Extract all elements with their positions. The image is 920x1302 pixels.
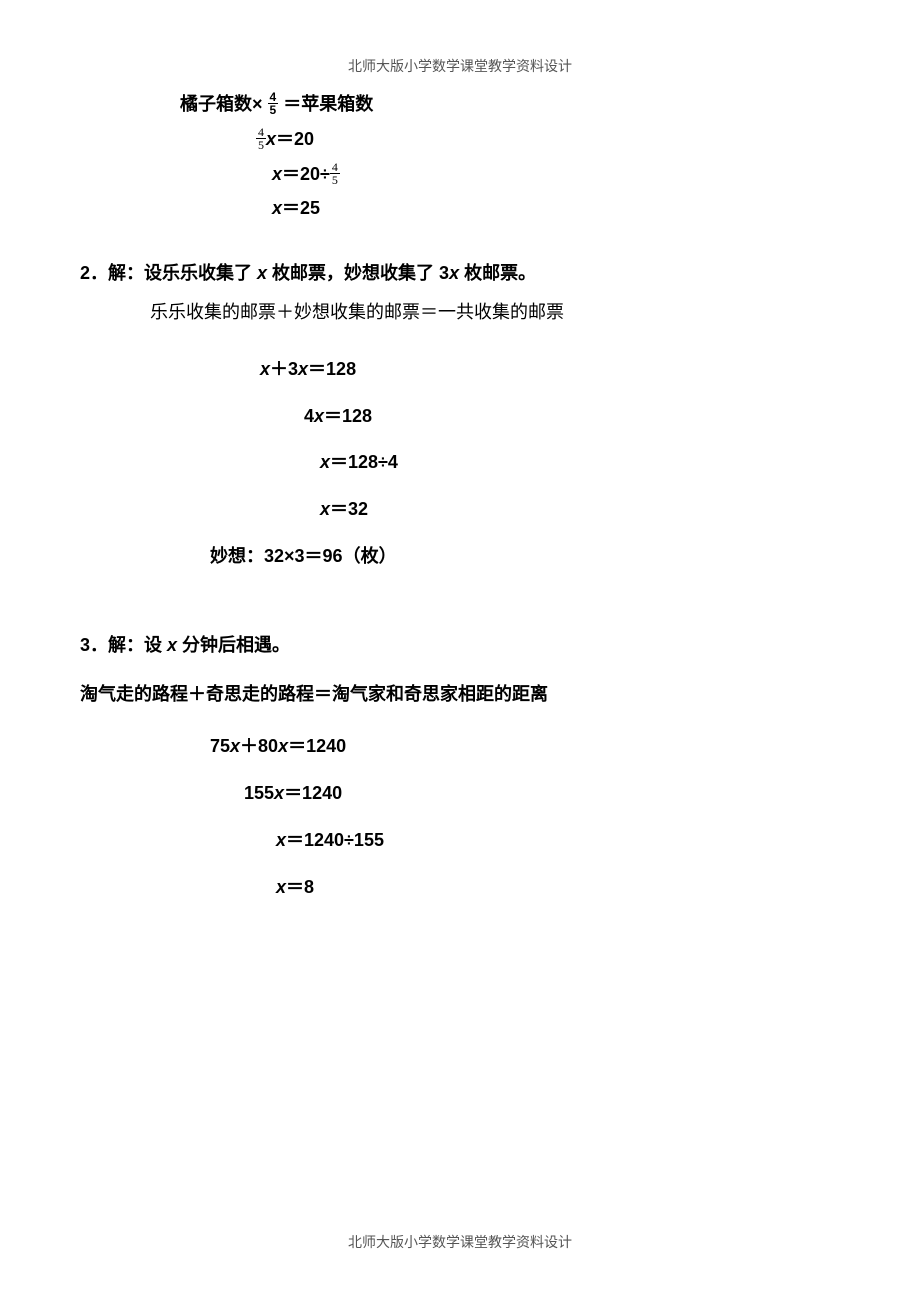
p2-eq2-b: ＝128 (324, 406, 372, 426)
frac-den: 5 (330, 174, 340, 186)
frac-den: 5 (256, 139, 266, 151)
p1-eq1: 4 5 x＝20 (256, 125, 840, 154)
p3-eq2: 155x＝1240 (244, 779, 840, 808)
p3-eq3: x＝1240÷155 (276, 826, 840, 855)
p1-eq3-val: ＝25 (282, 198, 320, 218)
frac-den: 5 (268, 104, 279, 116)
p1-frac-2: 4 5 (256, 126, 266, 151)
p3-eq2-b: ＝1240 (284, 783, 342, 803)
p1-eq2-mid: ＝20÷ (282, 164, 330, 184)
p2-label: 2．解： (80, 263, 144, 283)
p1-eq1-rhs: ＝20 (276, 129, 314, 149)
p1-frac-3: 4 5 (330, 161, 340, 186)
p2-setup-b: 枚邮票，妙想收集了 3 (267, 263, 449, 283)
p2-eq3: x＝128÷4 (320, 448, 840, 477)
p1-rel-right: ＝苹果箱数 (283, 94, 373, 114)
p2-miaoxiang: 妙想：32×3＝96（枚） (210, 542, 840, 571)
p2-setup-c: 枚邮票。 (459, 263, 536, 283)
p2-setup: 2．解：设乐乐收集了 x 枚邮票，妙想收集了 3x 枚邮票。 (80, 259, 840, 288)
p2-relation: 乐乐收集的邮票＋妙想收集的邮票＝一共收集的邮票 (150, 298, 840, 327)
p1-frac-1: 4 5 (268, 91, 279, 116)
p3-eq2-a: 155 (244, 783, 274, 803)
p1-rel-left: 橘子箱数× (180, 94, 263, 114)
p3-eq1: 75x＋80x＝1240 (210, 732, 840, 761)
p2-eq4-v: ＝32 (330, 499, 368, 519)
p1-eq3: x＝25 (272, 194, 840, 223)
problem-1-block: 橘子箱数× 4 5 ＝苹果箱数 4 5 x＝20 x＝20÷ 4 5 (180, 90, 840, 223)
p3-relation: 淘气走的路程＋奇思走的路程＝淘气家和奇思家相距的距离 (80, 680, 840, 709)
p2-eq2: 4x＝128 (304, 402, 840, 431)
page-header: 北师大版小学数学课堂教学资料设计 (0, 56, 920, 76)
p3-eq4-v: ＝8 (286, 877, 314, 897)
p2-eq1: x＋3x＝128 (260, 355, 840, 384)
p1-eq2: x＝20÷ 4 5 (272, 160, 840, 189)
problem-3-block: 3．解：设 x 分钟后相遇。 淘气走的路程＋奇思走的路程＝淘气家和奇思家相距的距… (80, 631, 840, 902)
p3-eq1-b: ＋80 (240, 736, 278, 756)
p2-eq2-a: 4 (304, 406, 314, 426)
p3-label: 3．解： (80, 635, 144, 655)
p2-setup-a: 设乐乐收集了 (144, 263, 257, 283)
p1-eq2-x: x (272, 164, 282, 184)
p3-eq3-v: ＝1240÷155 (286, 830, 384, 850)
p2-eq1-a: ＋3 (270, 359, 298, 379)
p3-eq1-a: 75 (210, 736, 230, 756)
p3-setup: 3．解：设 x 分钟后相遇。 (80, 631, 840, 660)
p3-eq4: x＝8 (276, 873, 840, 902)
p3-eq1-c: ＝1240 (288, 736, 346, 756)
page-content: 橘子箱数× 4 5 ＝苹果箱数 4 5 x＝20 x＝20÷ 4 5 (80, 90, 840, 902)
page-footer: 北师大版小学数学课堂教学资料设计 (0, 1232, 920, 1252)
p2-eq4: x＝32 (320, 495, 840, 524)
p2-mx-calc: 32×3＝96（枚） (264, 546, 397, 566)
p2-eq1-b: ＝128 (308, 359, 356, 379)
p1-relation: 橘子箱数× 4 5 ＝苹果箱数 (180, 90, 840, 119)
p2-mx-label: 妙想： (210, 546, 264, 566)
p3-setup-b: 分钟后相遇。 (177, 635, 290, 655)
frac-num: 4 (268, 91, 279, 104)
p2-eq3-v: ＝128÷4 (330, 452, 398, 472)
problem-2-block: 2．解：设乐乐收集了 x 枚邮票，妙想收集了 3x 枚邮票。 乐乐收集的邮票＋妙… (80, 259, 840, 571)
p3-setup-a: 设 (144, 635, 167, 655)
document-page: 北师大版小学数学课堂教学资料设计 橘子箱数× 4 5 ＝苹果箱数 4 5 x＝2… (0, 0, 920, 1302)
